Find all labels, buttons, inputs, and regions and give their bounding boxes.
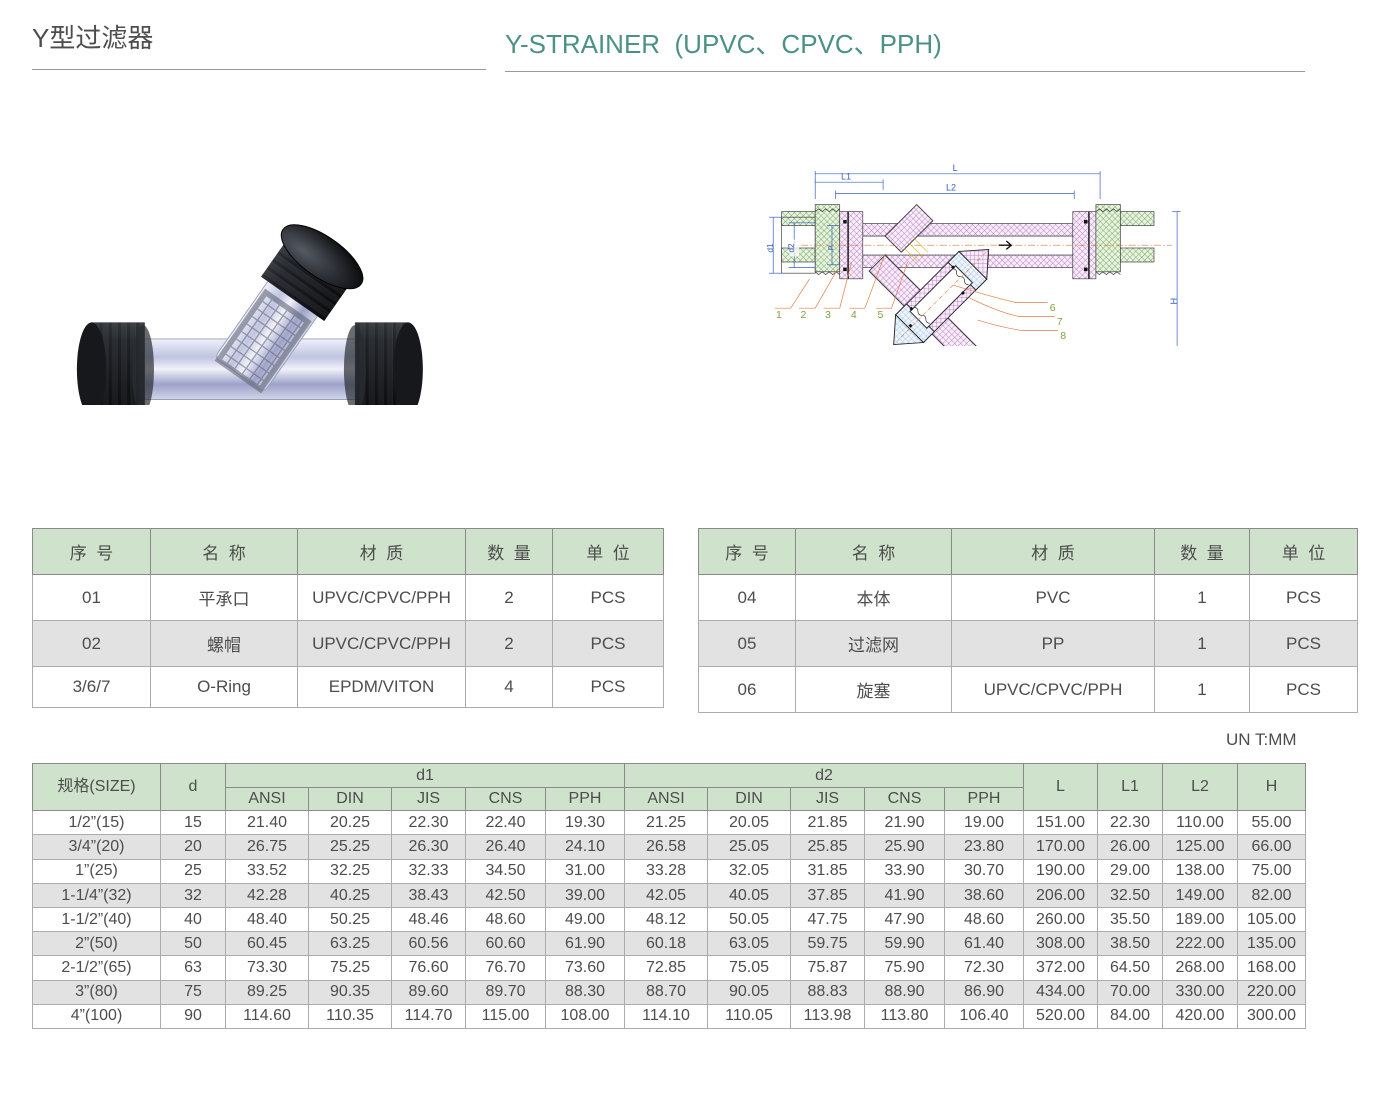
svg-text:d2: d2 [786,243,796,253]
svg-text:1: 1 [776,309,782,321]
svg-text:p: p [825,246,834,250]
svg-text:d1: d1 [765,243,775,253]
svg-text:6: 6 [1050,302,1056,314]
svg-text:8: 8 [1060,330,1066,342]
svg-text:L: L [953,163,958,173]
svg-text:L1: L1 [841,171,851,181]
svg-text:L2: L2 [946,183,956,193]
svg-text:7: 7 [1057,316,1063,328]
svg-text:4: 4 [851,309,857,321]
svg-text:2: 2 [801,309,807,321]
svg-text:H: H [1169,298,1179,305]
svg-text:5: 5 [878,309,884,321]
svg-text:3: 3 [825,309,831,321]
